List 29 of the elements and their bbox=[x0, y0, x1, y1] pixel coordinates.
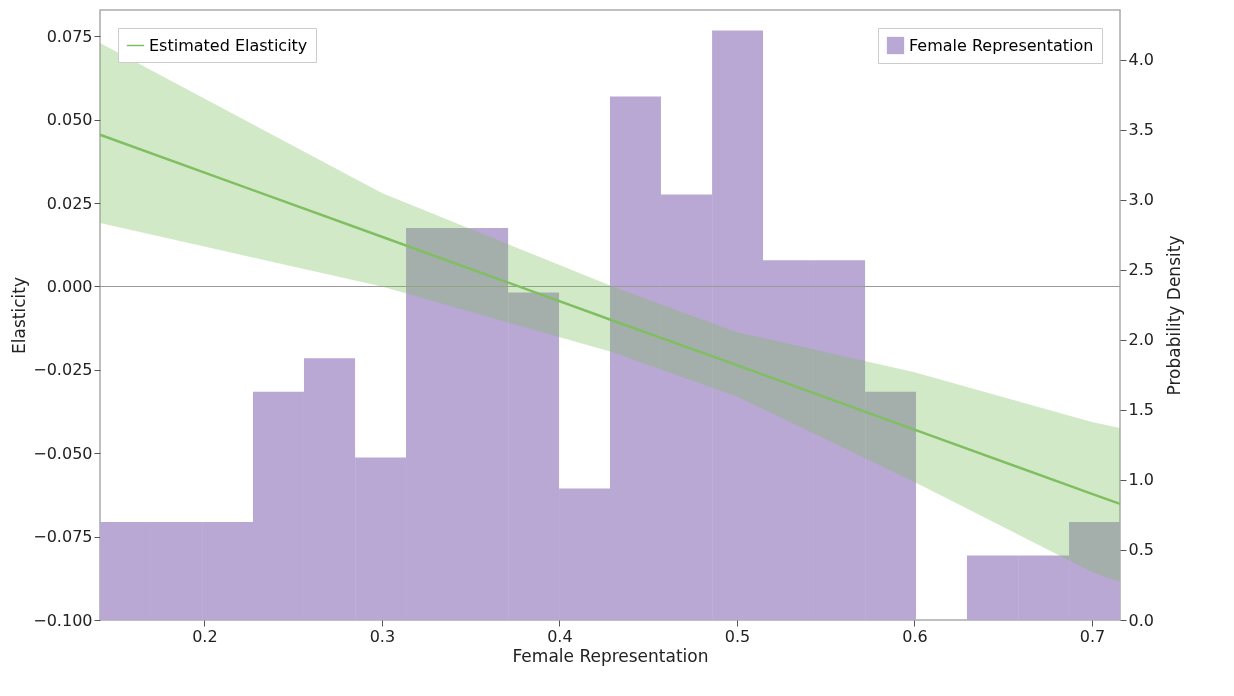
y2-tick-label: 2.0 bbox=[1128, 330, 1154, 350]
x-tick-label: 0.7 bbox=[1079, 626, 1106, 646]
y-tick-label: 0.000 bbox=[46, 276, 93, 296]
y2-tick-label: 1.5 bbox=[1128, 400, 1154, 420]
x-tick-label: 0.2 bbox=[192, 626, 218, 646]
y-tick-label: −0.075 bbox=[33, 527, 93, 547]
y2-tick-label: 0.0 bbox=[1128, 610, 1154, 630]
y-tick-label: −0.100 bbox=[33, 610, 93, 630]
x-axis-title: Female Representation bbox=[512, 645, 709, 666]
y2-tick-label: 4.0 bbox=[1128, 50, 1154, 70]
y2-tick-label: 0.5 bbox=[1128, 540, 1154, 560]
legend-label: Estimated Elasticity bbox=[149, 35, 308, 55]
x-tick-label: 0.5 bbox=[724, 626, 751, 646]
x-tick-label: 0.6 bbox=[902, 626, 928, 646]
x-tick-label: 0.3 bbox=[369, 626, 396, 646]
y-axis-title: Elasticity bbox=[9, 277, 30, 354]
y2-tick-label: 1.0 bbox=[1128, 470, 1154, 490]
line-series bbox=[98, 133, 1122, 506]
y-tick-label: 0.025 bbox=[46, 193, 93, 213]
y2-axis-title: Probability Density bbox=[1163, 235, 1184, 396]
y2-tick-label: 3.5 bbox=[1128, 120, 1154, 140]
y2-tick-label: 2.5 bbox=[1128, 260, 1154, 280]
legend-label: Female Representation bbox=[909, 35, 1094, 55]
y-tick-label: −0.025 bbox=[33, 360, 93, 380]
y-tick-label: 0.050 bbox=[46, 110, 93, 130]
y-tick-label: −0.050 bbox=[33, 443, 93, 463]
y-tick-label: 0.075 bbox=[46, 26, 93, 46]
y2-tick-label: 3.0 bbox=[1128, 190, 1154, 210]
x-tick-label: 0.4 bbox=[547, 626, 573, 646]
